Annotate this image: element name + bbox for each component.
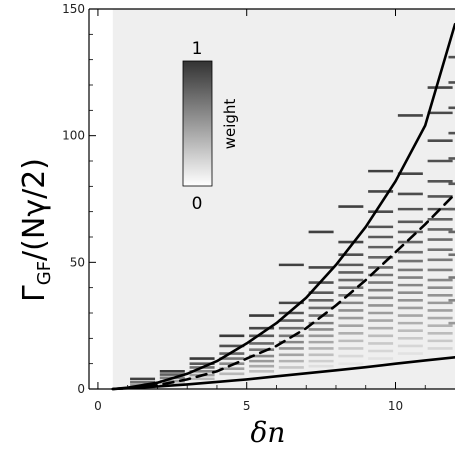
shaded-region xyxy=(112,9,455,389)
colorbar-gradient xyxy=(182,60,213,187)
colorbar-title: weight xyxy=(221,99,239,150)
x-tick-label: 5 xyxy=(243,399,251,413)
colorbar: 1 0 weight xyxy=(182,39,239,214)
y-tick-label: 100 xyxy=(62,129,85,143)
x-tick-label: 0 xyxy=(94,399,102,413)
x-tick-label: 10 xyxy=(388,399,403,413)
colorbar-max-label: 1 xyxy=(192,39,203,59)
y-axis-label-rest: /(Nγ/2) xyxy=(17,158,52,261)
colorbar-min-label: 0 xyxy=(192,194,203,214)
y-tick-label: 50 xyxy=(70,255,85,269)
y-tick-label: 150 xyxy=(62,2,85,16)
y-axis-label-subscript: GF xyxy=(34,261,55,285)
x-axis-label: δn xyxy=(251,416,286,449)
svg-text:ΓGF/(Nγ/2): ΓGF/(Nγ/2) xyxy=(17,158,55,302)
y-tick-label: 0 xyxy=(77,382,85,396)
y-axis-label: ΓGF/(Nγ/2) xyxy=(17,158,55,302)
y-axis-label-gamma: Γ xyxy=(17,285,52,302)
solid-curve-upper xyxy=(111,22,455,391)
